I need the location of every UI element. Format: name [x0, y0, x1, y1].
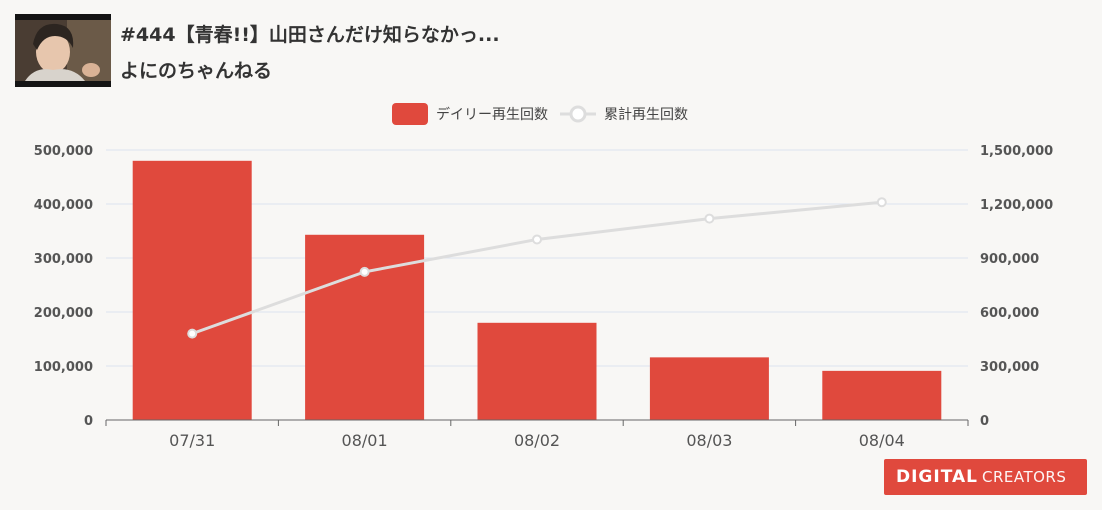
- line-point: [187, 328, 198, 339]
- digital-creators-logo: DIGITAL CREATORS: [884, 459, 1087, 495]
- channel-name[interactable]: よにのちゃんねる: [120, 60, 273, 82]
- x-tick-label: 08/01: [342, 431, 388, 450]
- y-right-tick-label: 600,000: [980, 306, 1039, 321]
- y-left-tick-label: 200,000: [34, 306, 93, 321]
- y-left-tick-label: 300,000: [34, 252, 93, 267]
- y-left-tick-label: 0: [84, 414, 93, 429]
- x-tick-label: 08/02: [514, 431, 560, 450]
- y-left-tick-label: 100,000: [34, 360, 93, 375]
- y-right-tick-label: 1,200,000: [980, 198, 1053, 213]
- cumulative-series-line: [191, 200, 882, 336]
- legend-item-cumulative[interactable]: 累計再生回数: [560, 103, 688, 125]
- line-point: [359, 266, 370, 277]
- bar: [132, 160, 252, 421]
- line-point: [704, 213, 715, 224]
- video-title[interactable]: #444【青春!!】山田さんだけ知らなかっ...: [120, 24, 500, 46]
- line-point: [532, 234, 542, 245]
- x-tick-label: 07/31: [169, 431, 215, 450]
- bar: [477, 322, 597, 420]
- legend-label-cumulative: 累計再生回数: [604, 107, 688, 123]
- y-right-tick-label: 900,000: [980, 252, 1039, 267]
- y-left-tick-label: 500,000: [34, 144, 93, 159]
- legend-line-swatch-icon: [560, 105, 596, 123]
- legend-item-daily[interactable]: デイリー再生回数: [392, 103, 548, 125]
- x-tick-label: 08/04: [859, 431, 905, 450]
- y-right-tick-label: 300,000: [980, 360, 1039, 375]
- bar: [822, 370, 942, 420]
- x-tick-label: 08/03: [686, 431, 732, 450]
- logo-text-light: CREATORS: [981, 468, 1067, 486]
- video-thumbnail[interactable]: [15, 14, 111, 87]
- line-point: [876, 197, 887, 208]
- logo-text-strong: DIGITAL: [896, 467, 978, 487]
- y-right-tick-label: 1,500,000: [980, 144, 1053, 159]
- bar: [649, 357, 769, 420]
- chart-legend: デイリー再生回数 累計再生回数: [392, 103, 700, 125]
- y-right-tick-label: 0: [980, 414, 989, 429]
- y-left-tick-label: 400,000: [34, 198, 93, 213]
- legend-bar-swatch-icon: [392, 103, 428, 125]
- legend-label-daily: デイリー再生回数: [436, 107, 548, 123]
